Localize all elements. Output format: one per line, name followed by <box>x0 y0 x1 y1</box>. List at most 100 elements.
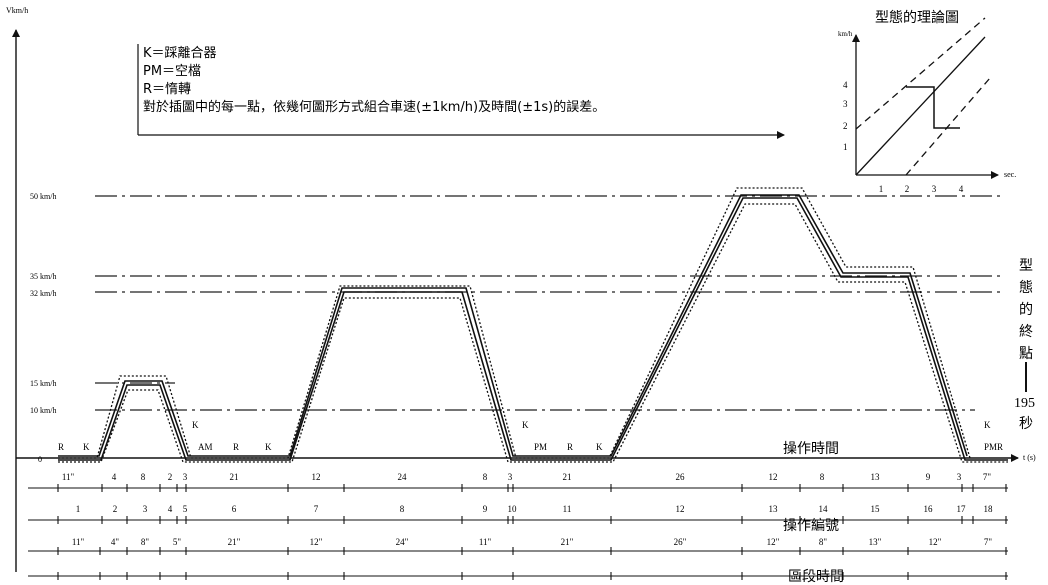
operation-time-row: 11" 4 8 2 3 21 12 24 8 3 21 26 12 8 13 9… <box>62 472 992 482</box>
op-time-2: 4 <box>112 472 117 482</box>
inset-xtick-3: 3 <box>932 184 937 194</box>
op-num-1: 1 <box>76 504 81 514</box>
inset-y-label: km/h <box>838 30 853 38</box>
op-time-9: 8 <box>483 472 488 482</box>
op-num-9: 9 <box>483 504 488 514</box>
seg-time-7: 24" <box>396 537 409 547</box>
speed-label-35: 35 km/h <box>30 272 56 281</box>
op-time-10: 3 <box>508 472 513 482</box>
seg-time-2: 4" <box>111 537 120 547</box>
label-k-5: K <box>596 442 603 452</box>
seg-time-3: 8" <box>141 537 150 547</box>
profile-line-outer <box>58 194 968 457</box>
op-num-14: 14 <box>819 504 829 514</box>
seg-time-5: 21" <box>228 537 241 547</box>
inset-step-path <box>906 86 960 129</box>
op-time-8: 24 <box>398 472 408 482</box>
ticks-operation <box>57 484 1007 524</box>
inset-upper-bound <box>855 17 986 130</box>
inset-nominal-line <box>855 36 986 176</box>
op-num-12: 12 <box>676 504 685 514</box>
label-r-1: R <box>58 442 64 452</box>
op-time-1: 11" <box>62 472 75 482</box>
end-note-char-5: 點 <box>1019 346 1033 362</box>
op-time-17: 3 <box>957 472 962 482</box>
legend-clutch: K＝踩離合器 <box>143 46 217 61</box>
operation-number-title: 操作編號 <box>783 518 839 534</box>
op-num-8: 8 <box>400 504 405 514</box>
seg-time-11: 12" <box>767 537 780 547</box>
label-k-6: K <box>984 420 991 430</box>
inset-lower-bound <box>905 77 991 176</box>
op-num-17: 17 <box>957 504 967 514</box>
op-num-5: 5 <box>183 504 188 514</box>
op-time-5: 3 <box>183 472 188 482</box>
tolerance-upper <box>58 187 971 459</box>
inset-ytick-3: 3 <box>843 99 848 109</box>
inset-title: 型態的理論圖 <box>875 10 959 26</box>
label-k-3: K <box>265 442 272 452</box>
inset-xtick-1: 1 <box>879 184 884 194</box>
inset-theory-chart: 型態的理論圖 km/h sec. 4 3 2 1 1 2 3 4 <box>838 10 1016 194</box>
op-num-18: 18 <box>984 504 994 514</box>
timeline-rows <box>28 487 1008 577</box>
label-k-4: K <box>522 420 529 430</box>
profile-annotations: R K K AM R K K PM R K K PMR <box>58 420 1003 452</box>
op-time-13: 12 <box>769 472 778 482</box>
label-r-3: R <box>567 442 573 452</box>
op-time-16: 9 <box>926 472 931 482</box>
end-note-char-4: 終 <box>1019 324 1033 340</box>
seg-time-9: 21" <box>561 537 574 547</box>
seg-time-12: 8" <box>819 537 828 547</box>
seg-time-15: 7" <box>984 537 993 547</box>
op-num-3: 3 <box>143 504 148 514</box>
y-axis-label: Vkm/h <box>6 6 28 15</box>
end-note-value: 195 <box>1014 396 1035 411</box>
op-num-7: 7 <box>314 504 319 514</box>
legend-neutral: PM＝空檔 <box>143 64 201 79</box>
op-num-16: 16 <box>924 504 934 514</box>
seg-time-13: 13" <box>869 537 882 547</box>
op-time-18: 7" <box>983 472 992 482</box>
op-num-15: 15 <box>871 504 881 514</box>
speed-profile <box>58 187 1008 463</box>
operation-time-title: 操作時間 <box>783 441 839 457</box>
inset-xtick-4: 4 <box>959 184 964 194</box>
label-k-2: K <box>192 420 199 430</box>
op-time-15: 13 <box>871 472 881 482</box>
label-pmr: PMR <box>984 442 1003 452</box>
inset-ytick-1: 1 <box>843 142 848 152</box>
label-r-2: R <box>233 442 239 452</box>
inset-x-label: sec. <box>1004 170 1016 179</box>
speed-label-32: 32 km/h <box>30 289 56 298</box>
seg-time-4: 5" <box>173 537 182 547</box>
op-num-6: 6 <box>232 504 237 514</box>
seg-time-1: 11" <box>72 537 85 547</box>
seg-time-14: 12" <box>929 537 942 547</box>
end-note-char-1: 型 <box>1019 258 1033 274</box>
speed-label-15: 15 km/h <box>30 379 56 388</box>
op-num-10: 10 <box>508 504 518 514</box>
speed-label-10: 10 km/h <box>30 406 56 415</box>
operation-number-row: 1 2 3 4 5 6 7 8 9 10 11 12 13 14 15 16 1… <box>76 504 993 514</box>
op-num-4: 4 <box>168 504 173 514</box>
op-time-14: 8 <box>820 472 825 482</box>
op-time-6: 21 <box>230 472 239 482</box>
label-am: AM <box>198 442 213 452</box>
seg-time-6: 12" <box>310 537 323 547</box>
op-time-12: 26 <box>676 472 686 482</box>
op-time-4: 2 <box>168 472 173 482</box>
legend-idle: R＝惰轉 <box>143 82 191 97</box>
x-axis-unit: t (s) <box>1023 453 1036 462</box>
end-point-note: 型 態 的 終 點 195 秒 <box>1014 258 1035 432</box>
end-note-char-2: 態 <box>1019 280 1033 296</box>
legend-tolerance-note: 對於插圖中的每一點，依幾何圖形方式組合車速(±1km/h)及時間(±1s)的誤差… <box>143 99 605 115</box>
label-k-1: K <box>83 442 90 452</box>
origin-label: 0 <box>38 455 42 464</box>
op-time-11: 21 <box>563 472 572 482</box>
segment-time-row: 11" 4" 8" 5" 21" 12" 24" 11" 21" 26" 12"… <box>72 537 993 547</box>
seg-time-8: 11" <box>479 537 492 547</box>
inset-ytick-2: 2 <box>843 121 848 131</box>
label-pm: PM <box>534 442 547 452</box>
